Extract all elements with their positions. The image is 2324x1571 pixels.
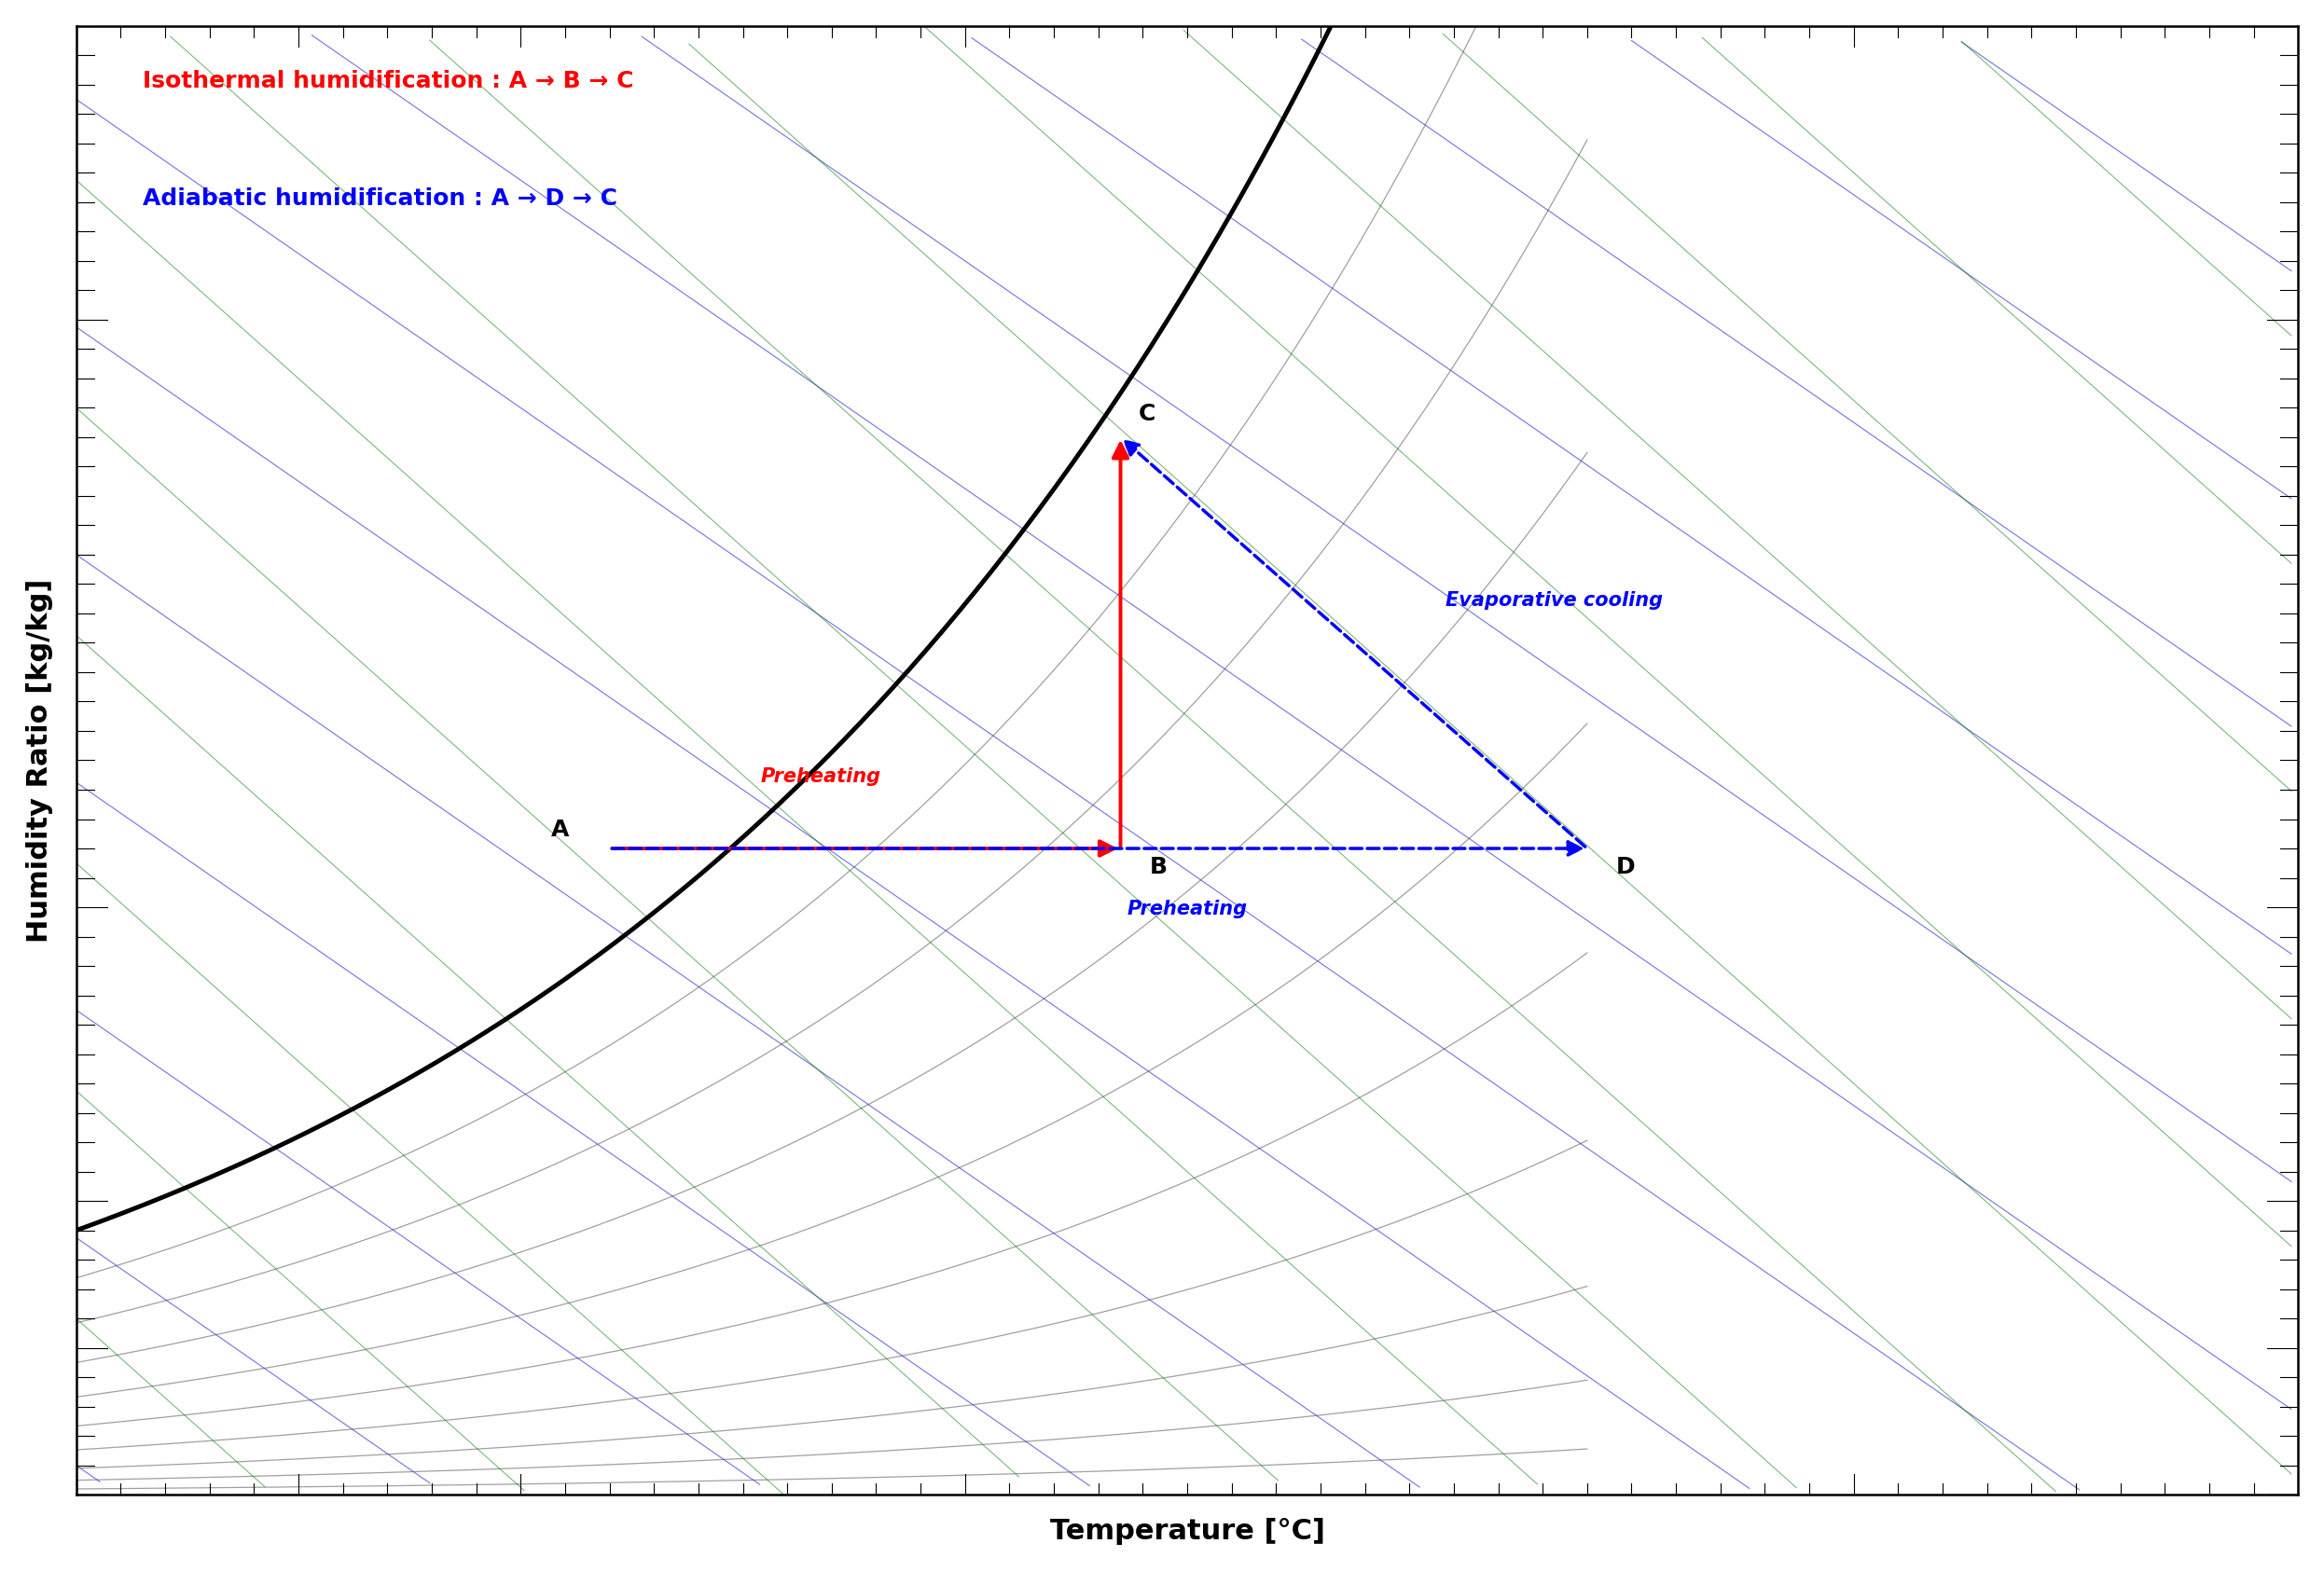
Text: Isothermal humidification : A → B → C: Isothermal humidification : A → B → C [142, 71, 634, 93]
Text: A: A [551, 818, 569, 840]
Text: Evaporative cooling: Evaporative cooling [1446, 591, 1662, 610]
Text: Preheating: Preheating [1127, 900, 1248, 919]
Text: C: C [1139, 404, 1155, 426]
Text: B: B [1150, 856, 1167, 878]
Text: D: D [1615, 856, 1636, 878]
X-axis label: Temperature [°C]: Temperature [°C] [1050, 1518, 1325, 1546]
Y-axis label: Humidity Ratio [kg/kg]: Humidity Ratio [kg/kg] [26, 578, 53, 943]
Text: Adiabatic humidification : A → D → C: Adiabatic humidification : A → D → C [142, 187, 618, 211]
Text: Preheating: Preheating [760, 768, 881, 786]
